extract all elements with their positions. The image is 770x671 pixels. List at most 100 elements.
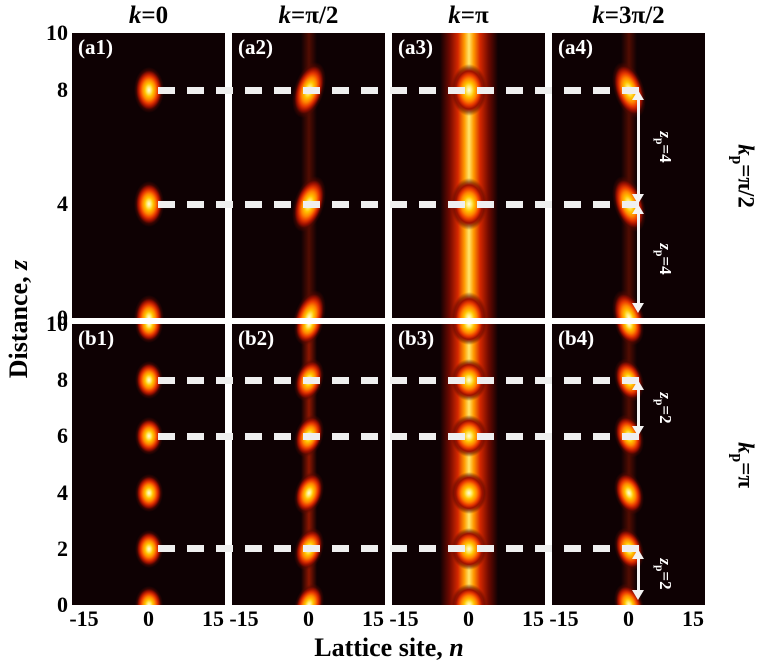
panel-label: (a3) <box>398 35 433 59</box>
period-arrow-line <box>636 212 640 305</box>
label-variable: z <box>656 131 676 139</box>
x-tick-label: -15 <box>549 606 579 631</box>
soliton-spot <box>134 586 163 605</box>
panel-label: (a4) <box>558 35 593 59</box>
row-label-kp: kp=π/2 <box>728 144 759 208</box>
y-tick-label: 4 <box>57 479 68 505</box>
panel-label: (b1) <box>78 326 115 350</box>
arrow-down-icon <box>632 194 644 204</box>
soliton-spot <box>134 473 163 512</box>
panel-a3: (a3) <box>392 33 545 318</box>
x-axis-label: Lattice site, n <box>314 633 463 663</box>
x-axis-label-text: Lattice site, <box>314 633 450 662</box>
soliton-spot <box>288 579 329 605</box>
x-axis-label-variable: n <box>449 633 464 662</box>
panel-a2: (a2) <box>232 33 385 318</box>
soliton-spot <box>133 295 164 318</box>
title-rest: =0 <box>141 2 169 29</box>
x-tick-label: 0 <box>143 606 154 631</box>
title-rest: =π/2 <box>291 2 339 29</box>
arrow-down-icon <box>632 303 644 313</box>
revival-dashed-line <box>158 200 644 208</box>
row-label-kp: kp=π <box>728 442 759 488</box>
label-rest: =π/2 <box>733 163 759 208</box>
arrow-up-icon <box>632 204 644 214</box>
x-tick-label: -15 <box>389 606 419 631</box>
y-tick-label: 8 <box>57 367 68 393</box>
revival-dashed-line <box>158 86 644 94</box>
soliton-spot <box>134 361 163 400</box>
panel-label: (b3) <box>398 326 435 350</box>
soliton-spot <box>450 584 487 605</box>
period-arrow-line <box>636 388 640 429</box>
title-rest: =3π/2 <box>604 2 665 29</box>
label-subscript: p <box>728 453 746 462</box>
y-tick-label: 6 <box>57 423 68 449</box>
period-arrow-line <box>636 556 640 592</box>
column-title-k: k=π <box>392 1 545 31</box>
soliton-spot <box>134 529 163 568</box>
label-variable: z <box>656 242 676 250</box>
y-tick-label: 0 <box>57 305 68 330</box>
period-arrow-label: zp=4 <box>653 243 675 274</box>
arrow-up-icon <box>632 548 644 559</box>
period-arrow-line <box>636 98 640 196</box>
x-tick-label: 15 <box>202 606 224 631</box>
panel-label: (b4) <box>558 326 595 350</box>
y-tick-label: 8 <box>57 77 68 102</box>
arrow-down-icon <box>632 426 644 437</box>
revival-dashed-line <box>158 432 644 440</box>
panel-b2: (b2) <box>232 324 385 605</box>
revival-dashed-line <box>158 545 644 553</box>
column-title-k: k=0 <box>72 1 225 31</box>
column-title-k: k=3π/2 <box>552 1 705 31</box>
y-tick-label: 10 <box>46 20 68 45</box>
arrow-up-icon <box>632 380 644 391</box>
x-tick-label: -15 <box>229 606 259 631</box>
label-rest: =4 <box>656 255 676 275</box>
x-tick-label: 0 <box>463 606 474 631</box>
panel-a1: (a1) <box>72 33 225 318</box>
y-axis-label-variable: z <box>4 259 33 270</box>
panel-b3: (b3) <box>392 324 545 605</box>
period-arrow-label: zp=2 <box>653 559 675 590</box>
title-variable: k <box>278 2 292 29</box>
panel-a4: (a4) <box>552 33 705 318</box>
title-variable: k <box>448 2 461 29</box>
label-rest: =4 <box>656 144 676 163</box>
label-rest: =2 <box>656 405 676 424</box>
soliton-spot <box>134 324 163 343</box>
soliton-spot <box>450 324 487 345</box>
label-rest: =π <box>733 461 759 488</box>
title-variable: k <box>592 2 605 29</box>
label-variable: k <box>733 441 759 454</box>
label-subscript: p <box>728 155 746 164</box>
y-tick-label: 4 <box>57 191 68 216</box>
panel-label: (a1) <box>78 35 113 59</box>
y-tick-label: 2 <box>57 535 68 561</box>
y-tick-label: 0 <box>57 592 68 617</box>
title-rest: =π <box>460 2 489 29</box>
period-arrow-label: zp=4 <box>653 131 675 162</box>
x-tick-label: 0 <box>303 606 314 631</box>
x-tick-label: 15 <box>522 606 544 631</box>
revival-dashed-line <box>158 376 644 384</box>
panel-label: (a2) <box>238 35 273 59</box>
column-title-k: k=π/2 <box>232 1 385 31</box>
panel-b1: (b1) <box>72 324 225 605</box>
x-tick-label: 15 <box>362 606 384 631</box>
panel-b4: (b4) <box>552 324 705 605</box>
label-rest: =2 <box>656 571 676 591</box>
x-tick-label: 0 <box>623 606 634 631</box>
label-subscript: p <box>652 249 666 256</box>
soliton-spot <box>450 471 487 514</box>
period-arrow-label: zp=2 <box>653 393 675 424</box>
arrow-up-icon <box>632 90 644 100</box>
y-tick-label: 10 <box>46 311 68 336</box>
x-tick-label: -15 <box>69 606 99 631</box>
arrow-down-icon <box>632 590 644 600</box>
soliton-spot <box>608 467 649 518</box>
x-tick-label: 15 <box>682 606 704 631</box>
title-variable: k <box>128 2 142 29</box>
